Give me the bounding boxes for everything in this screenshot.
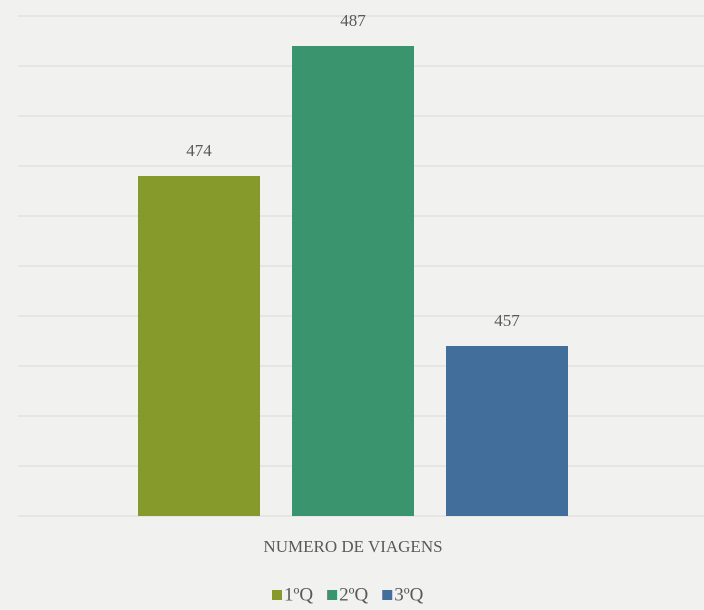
bar xyxy=(446,346,568,516)
legend-label: 1ºQ xyxy=(284,584,313,605)
legend-label: 3ºQ xyxy=(394,584,423,605)
legend-swatch xyxy=(382,590,393,600)
data-label: 487 xyxy=(340,11,366,30)
legend-swatch xyxy=(272,590,282,600)
data-label: 457 xyxy=(494,311,520,330)
data-label: 474 xyxy=(186,141,212,160)
legend-label: 2ºQ xyxy=(339,584,368,605)
bar xyxy=(292,46,414,516)
x-tick-label: NUMERO DE VIAGENS xyxy=(263,537,442,556)
bar xyxy=(138,176,260,516)
legend-swatch xyxy=(327,590,338,600)
